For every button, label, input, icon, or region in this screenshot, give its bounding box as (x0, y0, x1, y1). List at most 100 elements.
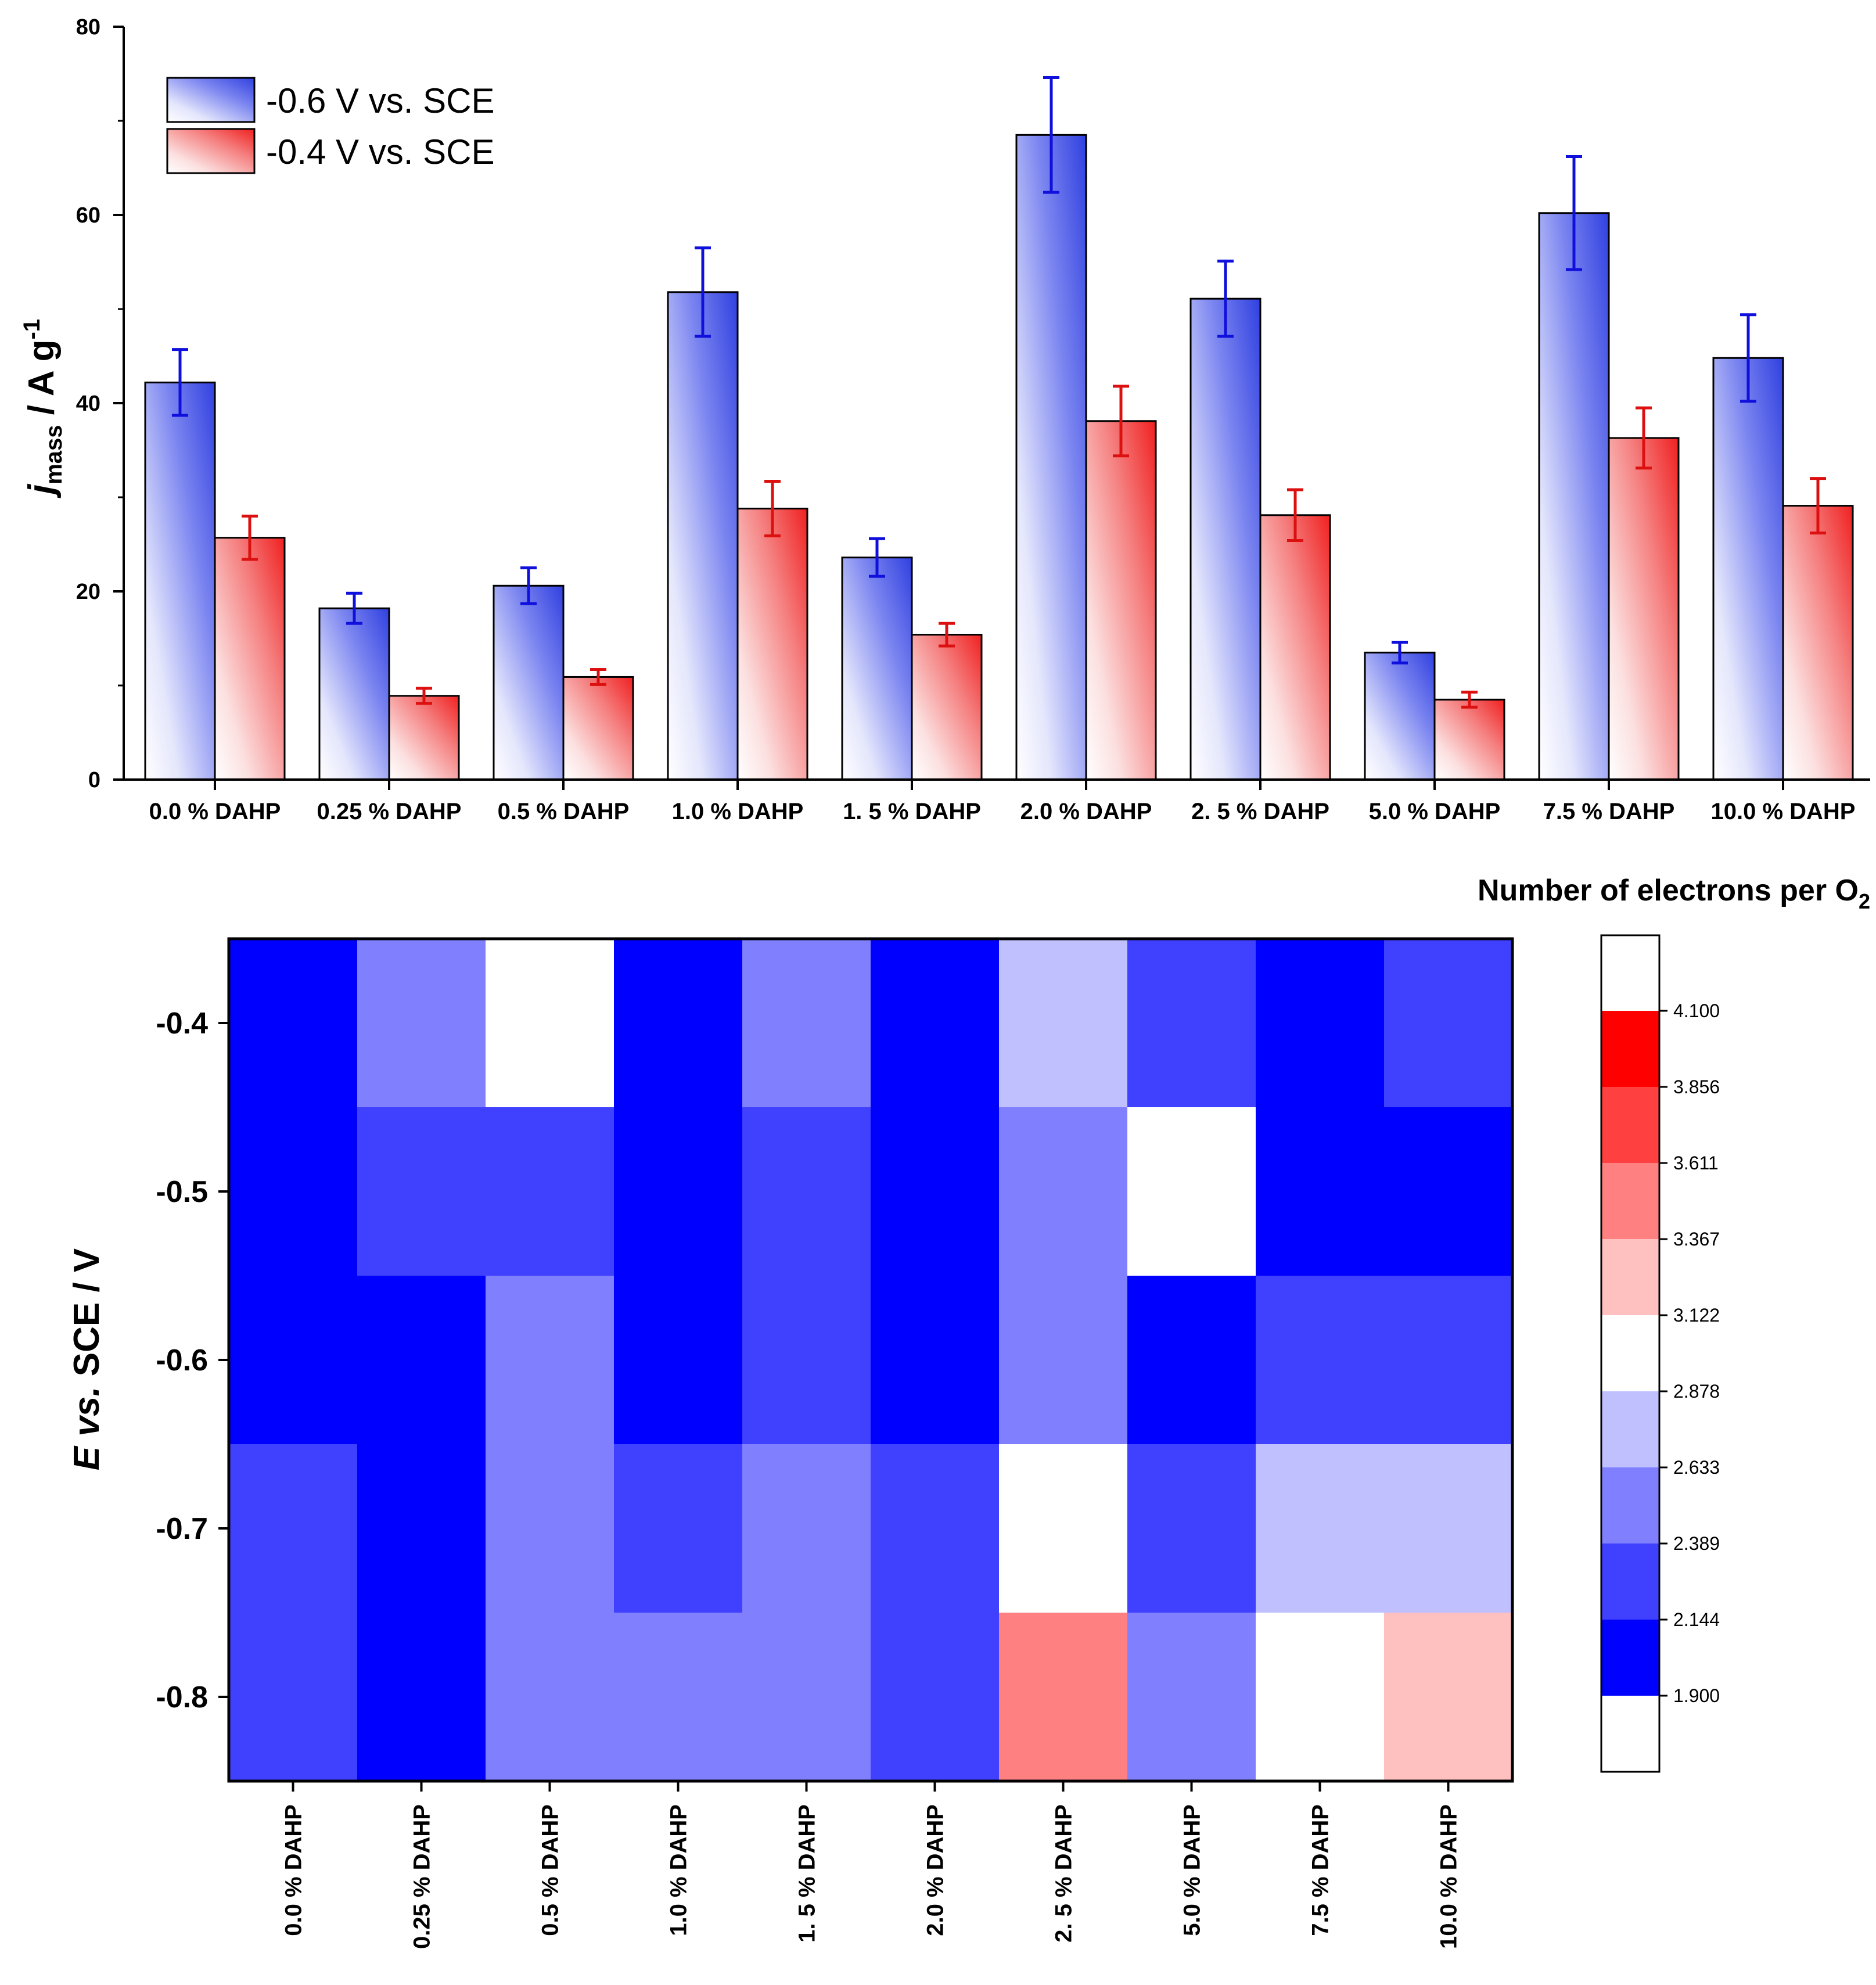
heatmap-cell (486, 1107, 614, 1276)
bar-series-2 (1782, 505, 1854, 781)
bar-x-tick-label: 2. 5 % DAHP (1191, 799, 1329, 824)
heatmap-cell (742, 939, 871, 1108)
bar-series-1 (144, 381, 216, 781)
heatmap-cell (1384, 939, 1513, 1108)
bar-series (144, 134, 1854, 781)
heatmap-x-tick-label: 7.5 % DAHP (1308, 1804, 1334, 1936)
bar-y-tick-label: 60 (76, 203, 100, 228)
heatmap-cell (1127, 1107, 1256, 1276)
heatmap-cell (1384, 1444, 1513, 1613)
heatmap-cell (229, 1276, 358, 1445)
heatmap-y-tick-label: -0.7 (156, 1512, 208, 1546)
heatmap-cell (357, 1444, 486, 1613)
heatmap-cell (999, 1613, 1128, 1782)
bar-series-1 (1189, 297, 1262, 781)
bar-x-tick-label: 1.0 % DAHP (672, 799, 804, 824)
heatmap-cell (614, 1613, 743, 1782)
bar-y-tick-label: 20 (76, 580, 100, 604)
bar-series-1 (318, 607, 390, 781)
colorbar-band (1601, 935, 1659, 1011)
heatmap-cell (871, 939, 1000, 1108)
heatmap-cell (357, 939, 486, 1108)
heatmap-cell (999, 939, 1128, 1108)
bar-series-2 (1608, 437, 1680, 781)
heatmap-cell (742, 1444, 871, 1613)
heatmap-y-axis-title: E vs. SCE / V (67, 1248, 107, 1471)
heatmap-cell (614, 939, 743, 1108)
bar-series-2 (736, 507, 808, 781)
heatmap-cell (1256, 1613, 1385, 1782)
heatmap-x-tick-label: 1.0 % DAHP (666, 1804, 692, 1936)
bar-y-tick-label: 40 (76, 392, 100, 416)
heatmap-chart: -0.4 -0.5 -0.6 -0.7 -0.8 0.0 % DAHP 0.25 % DA… (67, 937, 1514, 1949)
heatmap-cell (357, 1613, 486, 1782)
heatmap-cell (486, 1613, 614, 1782)
heatmap-x-tick-label: 2.0 % DAHP (923, 1804, 948, 1936)
bar-series-2 (911, 634, 983, 781)
bar-chart: 0 20 40 60 80 0.0 % DAHP 0.25 % DAHP 0.5 % DAH… (19, 15, 1870, 824)
colorbar-ticks: 4.100 3.856 3.611 3.367 3.122 2.878 2.633 2.389… (1659, 1000, 1720, 1706)
heatmap-x-tick-label: 0.25 % DAHP (409, 1804, 435, 1949)
colorbar-tick-label: 2.878 (1673, 1381, 1720, 1402)
colorbar-cells (1601, 935, 1659, 1772)
bar-series-2 (1259, 514, 1331, 781)
heatmap-y-tick-label: -0.6 (156, 1344, 208, 1377)
bar-series-1 (841, 557, 913, 781)
heatmap-cell (1256, 939, 1385, 1108)
bar-series-2 (1085, 420, 1157, 781)
bar-y-tick-labels: 0 20 40 60 80 (76, 15, 100, 792)
colorbar-band (1601, 1011, 1659, 1087)
colorbar-band (1601, 1696, 1659, 1772)
heatmap-cell (614, 1276, 743, 1445)
bar-series-1 (1712, 357, 1784, 781)
heatmap-cells (229, 939, 1513, 1782)
colorbar-band (1601, 1620, 1659, 1696)
colorbar-band (1601, 1087, 1659, 1164)
colorbar-title: Number of electrons per O2 (1478, 874, 1870, 913)
heatmap-x-tick-label: 10.0 % DAHP (1436, 1804, 1462, 1949)
heatmap-cell (486, 1444, 614, 1613)
heatmap-x-ticks: 0.0 % DAHP 0.25 % DAHP 0.5 % DAHP 1.0 % DAH… (281, 1781, 1462, 1949)
heatmap-cell (357, 1276, 486, 1445)
heatmap-colorbar: 4.100 3.856 3.611 3.367 3.122 2.878 2.633 2.389… (1478, 874, 1870, 1773)
heatmap-cell (742, 1613, 871, 1782)
bar-series-2 (1433, 698, 1505, 781)
bar-series-2 (214, 537, 286, 781)
bar-x-tick-label: 7.5 % DAHP (1543, 799, 1675, 824)
bar-x-tick-labels: 0.0 % DAHP 0.25 % DAHP 0.5 % DAHP 1.0 % DAH… (149, 799, 1856, 824)
heatmap-cell (229, 1444, 358, 1613)
colorbar-band (1601, 1163, 1659, 1240)
bar-series-1 (493, 584, 565, 781)
heatmap-cell (871, 1613, 1000, 1782)
heatmap-x-tick-label: 5.0 % DAHP (1180, 1804, 1205, 1936)
bar-y-tick-label: 80 (76, 15, 100, 40)
bar-series-2 (388, 695, 460, 781)
heatmap-cell (871, 1444, 1000, 1613)
heatmap-x-tick-label: 2. 5 % DAHP (1051, 1804, 1077, 1943)
colorbar-band (1601, 1315, 1659, 1392)
bar-error-bars (172, 76, 1826, 709)
bar-x-tick-label: 5.0 % DAHP (1369, 799, 1501, 824)
heatmap-cell (871, 1276, 1000, 1445)
heatmap-cell (229, 1613, 358, 1782)
heatmap-cell (1127, 939, 1256, 1108)
colorbar-frame (1600, 934, 1661, 1773)
colorbar-tick-label: 4.100 (1673, 1000, 1720, 1021)
colorbar-tick-label: 3.856 (1673, 1076, 1720, 1097)
heatmap-cell (1384, 1276, 1513, 1445)
heatmap-cell (1256, 1444, 1385, 1613)
colorbar-tick-label: 3.611 (1673, 1153, 1719, 1173)
heatmap-cell (229, 1107, 358, 1276)
heatmap-cell (871, 1107, 1000, 1276)
heatmap-y-tick-label: -0.8 (156, 1681, 208, 1714)
heatmap-cell (999, 1276, 1128, 1445)
legend-label-series-1: -0.6 V vs. SCE (266, 81, 494, 120)
bar-x-tick-label: 2.0 % DAHP (1020, 799, 1152, 824)
heatmap-y-tick-label: -0.5 (156, 1175, 208, 1209)
heatmap-cell (1127, 1613, 1256, 1782)
bar-y-axis-ticks (113, 26, 1784, 790)
bar-x-tick-label: 1. 5 % DAHP (843, 799, 981, 824)
heatmap-y-ticks: -0.4 -0.5 -0.6 -0.7 -0.8 (156, 1007, 229, 1714)
heatmap-cell (1384, 1613, 1513, 1782)
